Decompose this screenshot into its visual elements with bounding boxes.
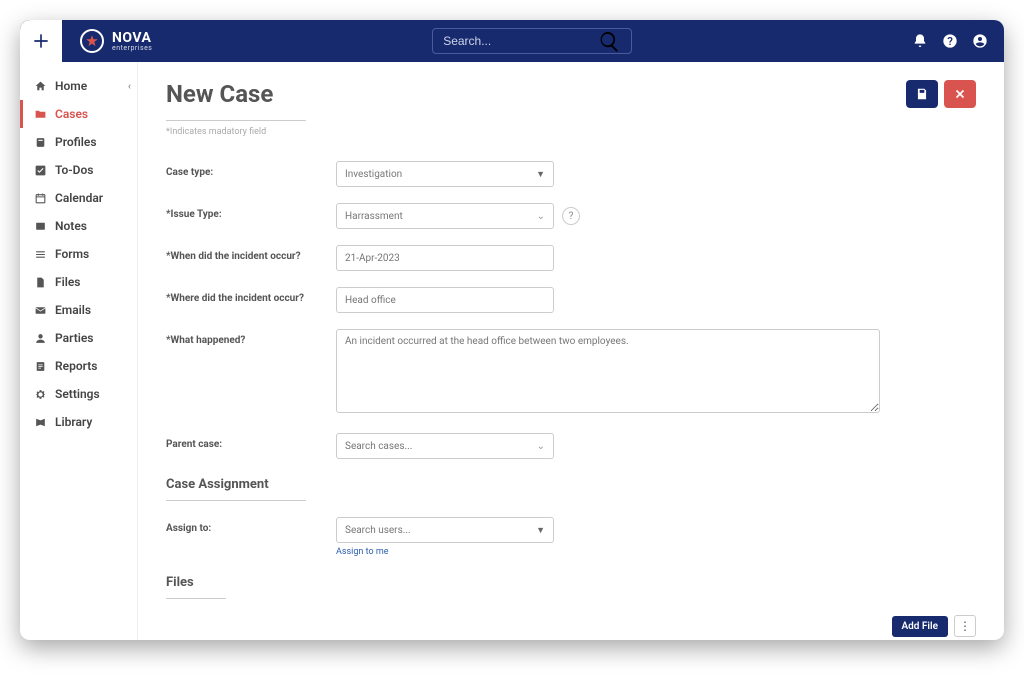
sidebar-item-label: Files <box>55 275 80 289</box>
sidebar-item-reports[interactable]: Reports <box>20 352 137 380</box>
sidebar-item-library[interactable]: Library <box>20 408 137 436</box>
where-input[interactable]: Head office <box>336 287 554 313</box>
book-icon <box>34 416 47 429</box>
parent-case-select[interactable]: Search cases... ⌄ <box>336 433 554 459</box>
caret-down-icon: ▼ <box>536 169 545 180</box>
note-icon <box>34 220 47 233</box>
sidebar-item-forms[interactable]: Forms <box>20 240 137 268</box>
topbar: NOVA enterprises <box>20 20 1004 62</box>
section-title-files: Files <box>166 575 976 590</box>
brand-logo <box>80 29 104 53</box>
search-input[interactable] <box>443 34 598 48</box>
label-issue-type: *Issue Type: <box>166 203 336 220</box>
new-button[interactable] <box>20 20 62 62</box>
help-button[interactable]: ? <box>562 207 580 225</box>
close-icon <box>953 87 967 101</box>
sidebar-item-files[interactable]: Files <box>20 268 137 296</box>
plus-icon <box>31 31 51 51</box>
select-value: Harrassment <box>345 211 403 222</box>
section-title-assignment: Case Assignment <box>166 477 976 492</box>
input-value: Head office <box>345 295 396 306</box>
label-where: *Where did the incident occur? <box>166 287 336 304</box>
calendar-icon <box>34 192 47 205</box>
label-assign-to: Assign to: <box>166 517 336 534</box>
select-placeholder: Search cases... <box>345 441 412 452</box>
sidebar-item-parties[interactable]: Parties <box>20 324 137 352</box>
sidebar-item-label: Profiles <box>55 135 97 149</box>
account-icon[interactable] <box>972 33 988 49</box>
sidebar-item-cases[interactable]: Cases <box>20 100 137 128</box>
gear-icon <box>34 388 47 401</box>
sidebar-item-notes[interactable]: Notes <box>20 212 137 240</box>
sidebar-item-profiles[interactable]: Profiles <box>20 128 137 156</box>
profile-icon <box>34 136 47 149</box>
list-icon <box>34 248 47 261</box>
search-box[interactable] <box>432 28 632 54</box>
help-icon[interactable] <box>942 33 958 49</box>
brand: NOVA enterprises <box>80 29 152 53</box>
sidebar-item-label: Forms <box>55 247 89 261</box>
page-title: New Case <box>166 80 306 108</box>
when-input[interactable]: 21-Apr-2023 <box>336 245 554 271</box>
sidebar-item-label: To-Dos <box>55 163 93 177</box>
star-icon <box>85 34 99 48</box>
person-icon <box>34 332 47 345</box>
sidebar-item-calendar[interactable]: Calendar <box>20 184 137 212</box>
mail-icon <box>34 304 47 317</box>
assign-to-me-link[interactable]: Assign to me <box>336 547 554 557</box>
sidebar-item-settings[interactable]: Settings <box>20 380 137 408</box>
save-icon <box>915 87 929 101</box>
sidebar-item-label: Library <box>55 415 92 429</box>
sidebar-item-label: Calendar <box>55 191 103 205</box>
search-icon <box>598 30 621 53</box>
chevron-down-icon: ⌄ <box>537 211 545 222</box>
sidebar-item-label: Parties <box>55 331 93 345</box>
cancel-button[interactable] <box>944 80 976 108</box>
mandatory-note: *Indicates madatory field <box>166 127 306 137</box>
divider <box>166 120 306 121</box>
home-icon <box>34 80 47 93</box>
more-actions-button[interactable]: ⋮ <box>954 615 976 637</box>
chevron-left-icon: ‹ <box>128 81 131 92</box>
brand-title: NOVA <box>112 31 152 45</box>
report-icon <box>34 360 47 373</box>
what-textarea[interactable] <box>336 329 880 413</box>
save-button[interactable] <box>906 80 938 108</box>
sidebar-item-label: Cases <box>55 107 88 121</box>
sidebar-item-label: Settings <box>55 387 100 401</box>
sidebar-item-label: Notes <box>55 219 87 233</box>
divider <box>166 500 306 501</box>
label-what: *What happened? <box>166 329 336 346</box>
sidebar-item-label: Emails <box>55 303 91 317</box>
brand-subtitle: enterprises <box>112 45 152 52</box>
input-value: 21-Apr-2023 <box>345 253 400 264</box>
label-parent-case: Parent case: <box>166 433 336 450</box>
label-case-type: Case type: <box>166 161 336 178</box>
sidebar-item-label: Reports <box>55 359 97 373</box>
chevron-down-icon: ⌄ <box>537 441 545 452</box>
case-form: Case type: Investigation ▼ *Issue Type: … <box>166 161 976 459</box>
sidebar-item-home[interactable]: Home ‹ <box>20 72 137 100</box>
label-when: *When did the incident occur? <box>166 245 336 262</box>
folder-icon <box>34 108 47 121</box>
select-placeholder: Search users... <box>345 525 411 536</box>
case-type-select[interactable]: Investigation ▼ <box>336 161 554 187</box>
divider <box>166 598 226 599</box>
add-file-button[interactable]: Add File <box>892 616 949 637</box>
sidebar-item-label: Home <box>55 79 87 93</box>
bell-icon[interactable] <box>912 33 928 49</box>
sidebar-item-emails[interactable]: Emails <box>20 296 137 324</box>
caret-down-icon: ▼ <box>536 525 545 536</box>
select-value: Investigation <box>345 169 402 180</box>
assign-to-select[interactable]: Search users... ▼ <box>336 517 554 543</box>
sidebar: Home ‹ Cases Profiles To-Dos Calendar <box>20 62 138 640</box>
sidebar-item-todos[interactable]: To-Dos <box>20 156 137 184</box>
main-content: New Case *Indicates madatory field Case … <box>138 62 1004 640</box>
file-icon <box>34 276 47 289</box>
issue-type-select[interactable]: Harrassment ⌄ <box>336 203 554 229</box>
check-icon <box>34 164 47 177</box>
